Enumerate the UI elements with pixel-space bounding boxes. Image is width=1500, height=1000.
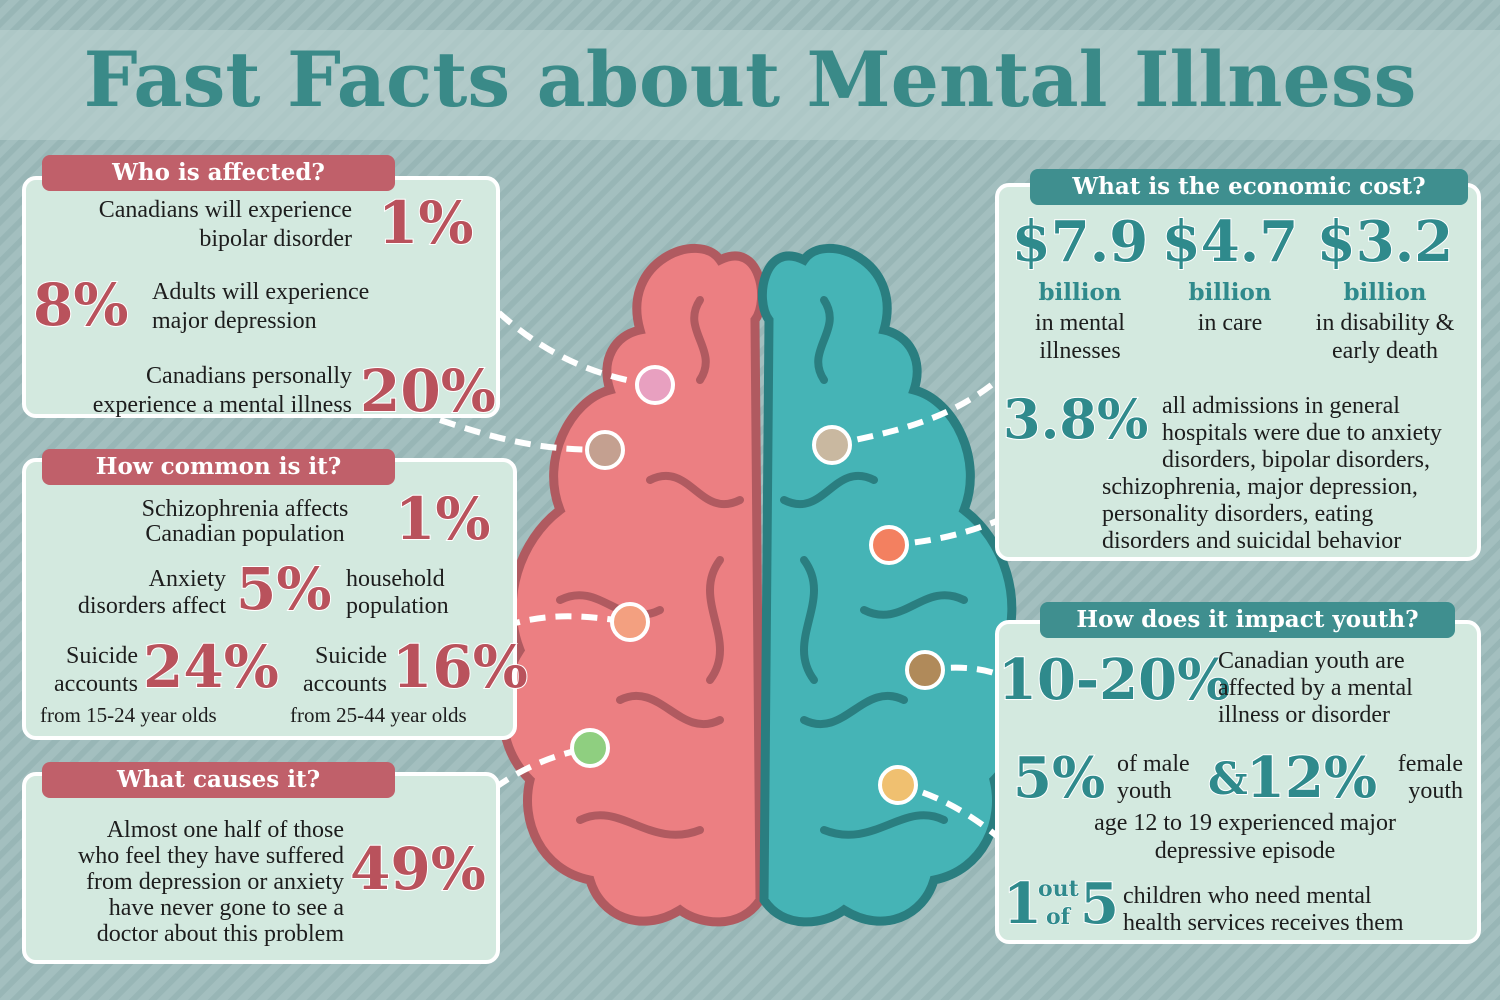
fact-text: hospitals were due to anxiety bbox=[1162, 420, 1442, 446]
right-brain bbox=[758, 244, 1026, 927]
fact-text: disorders and suicidal behavior bbox=[1102, 528, 1402, 554]
fact-text: Canadians personally bbox=[146, 363, 352, 389]
fact-text: youth bbox=[1408, 778, 1463, 804]
dots bbox=[570, 365, 945, 805]
fact-text: personality disorders, eating bbox=[1102, 501, 1374, 527]
panel bbox=[995, 183, 1481, 561]
fact-text: Almost one half of those bbox=[106, 817, 344, 843]
section-heading: How common is it? bbox=[42, 449, 395, 485]
fact-text: from depression or anxiety bbox=[86, 869, 344, 895]
fact-text: Canadians will experience bbox=[98, 197, 352, 223]
panel bbox=[995, 620, 1481, 944]
stat-word: out bbox=[1038, 876, 1080, 902]
fact-text: all admissions in general bbox=[1162, 393, 1400, 419]
fact-text: in mental bbox=[1035, 310, 1125, 336]
title: Fast Facts about Mental Illness bbox=[83, 35, 1417, 124]
stat: $3.2 bbox=[1316, 209, 1454, 275]
section-heading: Who is affected? bbox=[42, 155, 395, 191]
fact-text: affected by a mental bbox=[1218, 675, 1413, 701]
fact-text: have never gone to see a bbox=[108, 895, 344, 921]
stat: 49% bbox=[349, 835, 487, 903]
fact-text: illnesses bbox=[1039, 338, 1121, 364]
stat: 24% bbox=[142, 633, 280, 701]
fact-text: female bbox=[1397, 751, 1463, 777]
stat: 1% bbox=[394, 485, 491, 553]
fact-text: bipolar disorder bbox=[199, 226, 352, 252]
fact-text: illness or disorder bbox=[1218, 702, 1390, 728]
fact-text: doctor about this problem bbox=[96, 921, 344, 947]
fact-text: Suicide bbox=[66, 643, 138, 669]
fact-text: from 25-44 year olds bbox=[290, 703, 467, 727]
fact-text: from 15-24 year olds bbox=[40, 703, 217, 727]
stat: 8% bbox=[32, 271, 129, 339]
stat: 10-20% bbox=[997, 647, 1231, 713]
section-heading: What is the economic cost? bbox=[1030, 169, 1468, 205]
fact-text: household bbox=[346, 566, 445, 592]
fact-text: experience a mental illness bbox=[92, 392, 352, 418]
fact-text: early death bbox=[1332, 338, 1438, 364]
fact-text: accounts bbox=[303, 671, 387, 697]
fact-text: depressive episode bbox=[1154, 838, 1336, 864]
stat: 16% bbox=[391, 633, 529, 701]
stat: 3.8% bbox=[1002, 387, 1149, 451]
fact-text: who feel they have suffered bbox=[77, 843, 344, 869]
fact-text: Anxiety bbox=[148, 566, 226, 592]
ampersand: & bbox=[1207, 754, 1249, 805]
fact-text: age 12 to 19 experienced major bbox=[1094, 810, 1396, 836]
fact-text: Schizophrenia affects bbox=[141, 496, 349, 522]
fact-text: Canadian population bbox=[145, 521, 345, 547]
fact-text: in disability & bbox=[1315, 310, 1455, 336]
fact-text: youth bbox=[1117, 778, 1172, 804]
section-heading: How does it impact youth? bbox=[1040, 602, 1455, 638]
fact-text: schizophrenia, major depression, bbox=[1102, 474, 1418, 500]
fact-text: population bbox=[346, 593, 449, 619]
stat: $4.7 bbox=[1161, 209, 1299, 275]
fact-text: children who need mental bbox=[1123, 883, 1372, 909]
fact-text: of male bbox=[1117, 751, 1190, 777]
fact-text: major depression bbox=[152, 308, 317, 334]
stat: 5% bbox=[1012, 745, 1106, 811]
fact-text: Suicide bbox=[315, 643, 387, 669]
stat: 5% bbox=[235, 555, 332, 623]
fact-text: accounts bbox=[54, 671, 138, 697]
unit: billion bbox=[1343, 279, 1427, 306]
fact-text: disorders, bipolar disorders, bbox=[1162, 447, 1430, 473]
fact-text: in care bbox=[1197, 310, 1263, 336]
stat: $7.9 bbox=[1011, 209, 1149, 275]
unit: billion bbox=[1038, 279, 1122, 306]
stat: 20% bbox=[359, 357, 497, 425]
fact-text: health services receives them bbox=[1123, 910, 1404, 936]
stat: 12% bbox=[1245, 745, 1378, 811]
section-heading: What causes it? bbox=[42, 762, 395, 798]
fact-text: Adults will experience bbox=[152, 279, 370, 305]
fact-text: disorders affect bbox=[77, 593, 226, 619]
fact-text: Canadian youth are bbox=[1218, 648, 1405, 674]
stat: 1% bbox=[377, 189, 474, 257]
stat: 1 bbox=[1002, 871, 1043, 937]
stat-word: of bbox=[1045, 904, 1071, 930]
panel bbox=[22, 458, 517, 740]
stat: 5 bbox=[1079, 871, 1120, 937]
panel bbox=[22, 176, 500, 418]
unit: billion bbox=[1188, 279, 1272, 306]
